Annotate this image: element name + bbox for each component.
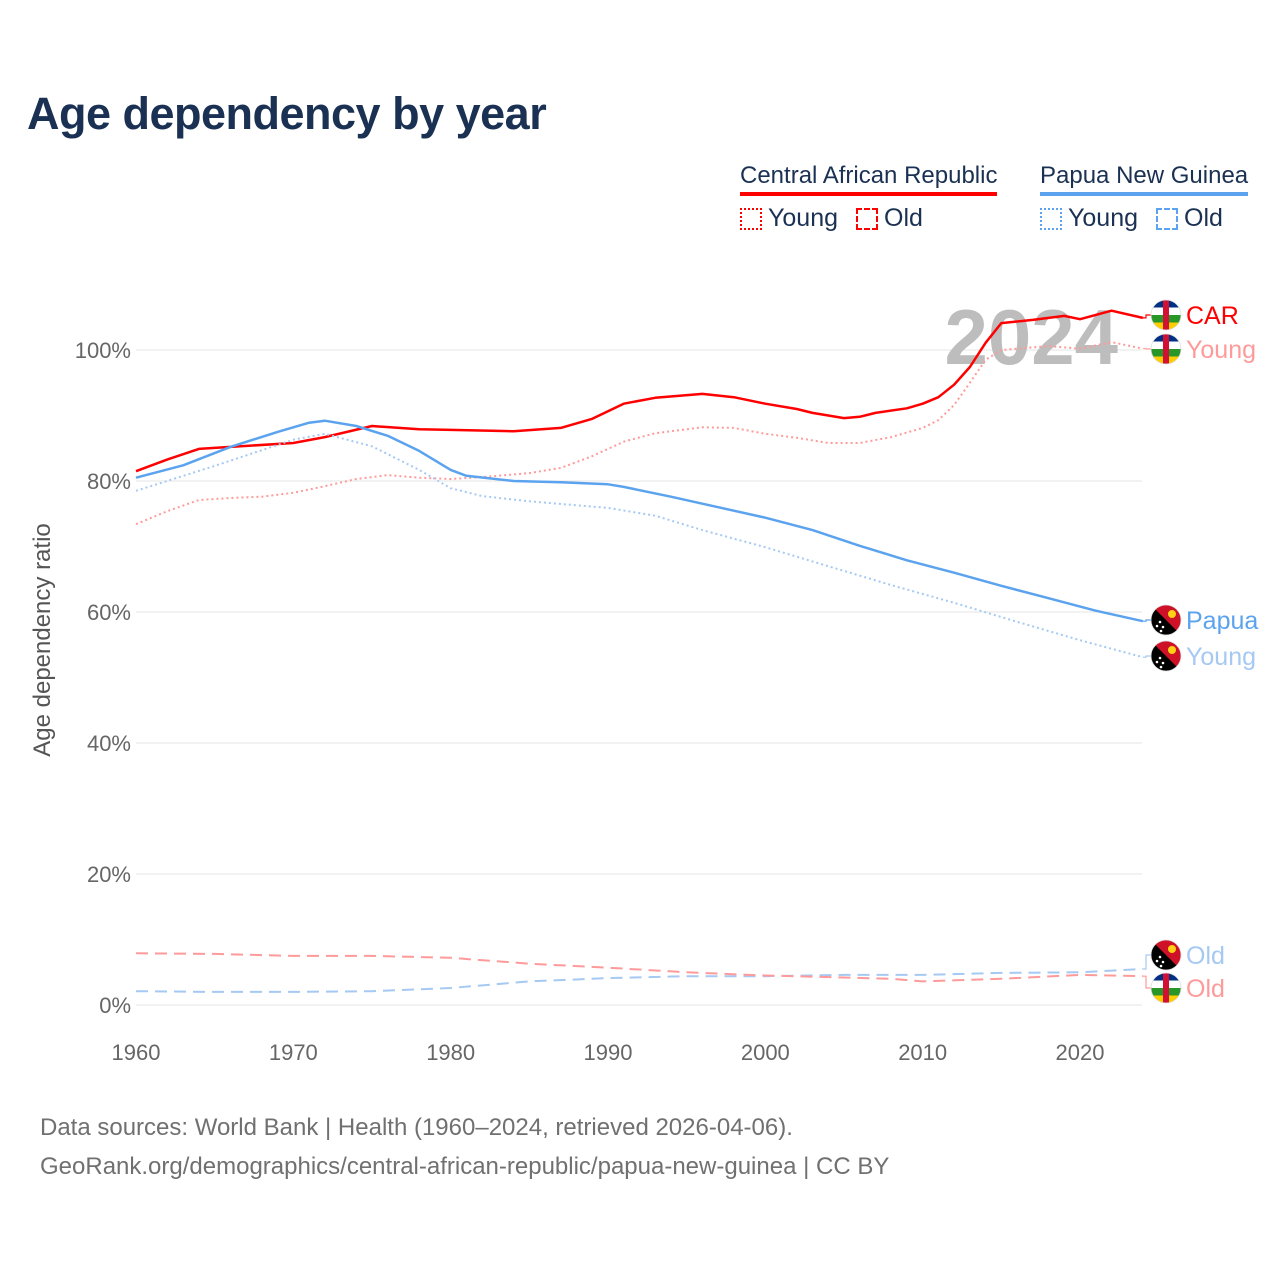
series-line-png-young[interactable] <box>135 432 1144 659</box>
label-connector <box>1142 954 1152 970</box>
series-end-label: Old <box>1186 975 1225 1003</box>
series-line-car-old[interactable] <box>135 952 1143 983</box>
legend-png-old[interactable]: Old <box>1184 204 1223 232</box>
x-tick-label: 1960 <box>112 1040 161 1065</box>
png-flag-icon <box>1150 939 1182 971</box>
legend-png[interactable]: Papua New Guinea Young Old <box>1040 162 1249 233</box>
label-connector <box>1142 655 1152 658</box>
y-tick-label: 60% <box>87 600 131 625</box>
series-end-label: Old <box>1186 942 1225 970</box>
series-line-car-young[interactable] <box>135 341 1144 526</box>
car-flag-icon <box>1150 299 1182 331</box>
png-flag-icon <box>1150 604 1182 636</box>
dashed-swatch-icon <box>1156 207 1178 230</box>
car-flag-icon <box>1150 333 1182 365</box>
series-end-label: Young <box>1186 643 1256 671</box>
legend-png-young[interactable]: Young <box>1068 204 1138 232</box>
x-tick-label: 1990 <box>584 1040 633 1065</box>
dashed-swatch-icon <box>856 207 878 230</box>
legend-car-young[interactable]: Young <box>768 204 838 232</box>
x-tick-label: 1970 <box>269 1040 318 1065</box>
series-end-label: CAR <box>1186 302 1239 330</box>
source-url[interactable]: GeoRank.org/demographics/central-african… <box>40 1153 890 1180</box>
legend-car-old[interactable]: Old <box>884 204 923 232</box>
series-end-label: Young <box>1186 336 1256 364</box>
legend-car[interactable]: Central African Republic Young Old <box>740 162 998 233</box>
y-tick-label: 40% <box>87 731 131 756</box>
label-connector <box>1142 619 1152 622</box>
x-tick-label: 2000 <box>741 1040 790 1065</box>
series-line-png-old[interactable] <box>135 968 1143 993</box>
label-connector <box>1142 975 1152 989</box>
y-tick-label: 0% <box>99 993 131 1018</box>
label-connector <box>1142 314 1152 319</box>
series-end-label: Papua <box>1186 607 1258 635</box>
x-tick-label: 2010 <box>898 1040 947 1065</box>
series-line-png[interactable] <box>135 419 1144 623</box>
car-flag-icon <box>1150 972 1182 1004</box>
legend-png-title: Papua New Guinea <box>1040 162 1249 196</box>
y-tick-label: 100% <box>75 338 131 363</box>
x-tick-label: 2020 <box>1056 1040 1105 1065</box>
source-note: Data sources: World Bank | Health (1960–… <box>40 1114 793 1141</box>
x-tick-label: 1980 <box>426 1040 475 1065</box>
year-watermark: 2024 <box>944 293 1118 381</box>
chart-title: Age dependency by year <box>27 88 547 139</box>
dotted-swatch-icon <box>740 207 762 230</box>
dotted-swatch-icon <box>1040 207 1062 230</box>
y-tick-label: 20% <box>87 862 131 887</box>
series-line-car[interactable] <box>135 309 1144 473</box>
footer: Data sources: World Bank | Health (1960–… <box>40 1108 889 1186</box>
y-axis-label: Age dependency ratio <box>29 523 56 757</box>
y-tick-label: 80% <box>87 469 131 494</box>
legend-car-title: Central African Republic <box>740 162 998 196</box>
png-flag-icon <box>1150 640 1182 672</box>
